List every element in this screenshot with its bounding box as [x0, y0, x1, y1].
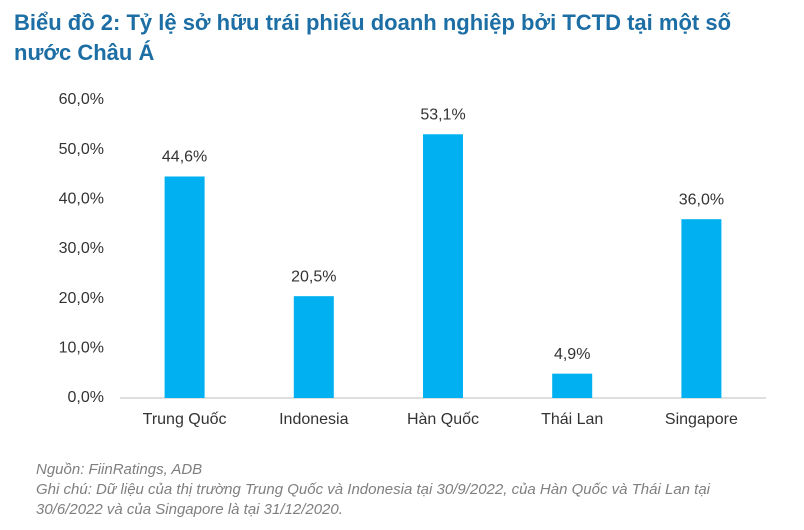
source: Nguồn: FiinRatings, ADB [36, 461, 203, 478]
value-label: 36,0% [679, 191, 724, 208]
y-tick-label: 30,0% [59, 240, 104, 257]
x-tick-label: Hàn Quốc [407, 411, 479, 428]
bar [293, 296, 334, 398]
bar [552, 373, 593, 398]
value-label: 44,6% [162, 149, 207, 166]
x-tick-label: Thái Lan [541, 411, 603, 428]
y-tick-label: 60,0% [59, 91, 104, 108]
value-label: 53,1% [420, 106, 465, 123]
y-tick-label: 40,0% [59, 191, 104, 208]
value-label: 4,9% [554, 346, 590, 363]
y-tick-label: 50,0% [59, 141, 104, 158]
x-tick-label: Trung Quốc [143, 411, 227, 428]
bar [423, 134, 463, 398]
bar [164, 176, 205, 398]
note: Ghi chú: Dữ liệu của thị trường Trung Qu… [36, 481, 711, 518]
y-tick-label: 20,0% [59, 290, 104, 307]
value-label: 20,5% [291, 268, 336, 285]
bar [681, 219, 722, 398]
chart-title: Biểu đồ 2: Tỷ lệ sở hữu trái phiếu doanh… [14, 10, 732, 65]
x-tick-label: Indonesia [279, 411, 348, 428]
y-tick-label: 10,0% [59, 340, 104, 357]
x-tick-label: Singapore [665, 411, 738, 428]
y-tick-label: 0,0% [68, 389, 104, 406]
